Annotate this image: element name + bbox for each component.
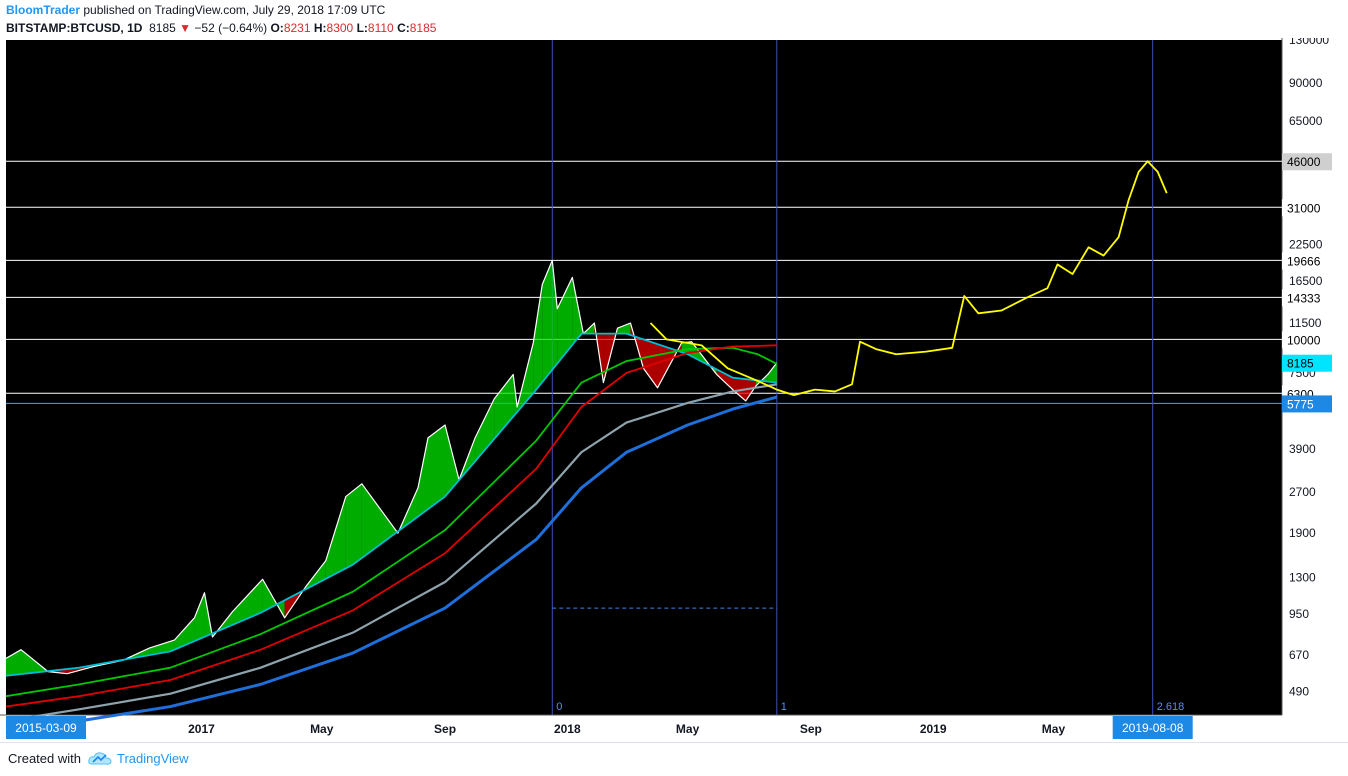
projection-line [649, 160, 1168, 397]
bear-ribbon [716, 369, 733, 390]
bull-ribbon [445, 424, 460, 497]
cyan_ma-line [5, 332, 777, 677]
date-tag-label: 2019-08-08 [1122, 721, 1184, 735]
price-tag [1282, 395, 1332, 413]
y-tick-label: 490 [1289, 684, 1309, 698]
high-value: 8300 [326, 21, 354, 35]
price-tag [1282, 331, 1332, 349]
price-tag [1282, 354, 1332, 372]
close-value: 8185 [409, 21, 437, 35]
bull-ribbon [427, 424, 446, 510]
bull-ribbon [617, 323, 631, 335]
x-tick-label: May [1042, 722, 1066, 736]
price-chart[interactable]: 0 1 2.618 130000 90000 65000 46000 31000 22500 19… [0, 38, 1348, 743]
bull-ribbon [767, 362, 777, 383]
x-tick-label: 2017 [188, 722, 215, 736]
date-tag-label: 2015-03-09 [15, 721, 77, 735]
y-tick-label: 1900 [1289, 526, 1316, 540]
bull-ribbon [542, 260, 553, 383]
y-tick-label: 16500 [1289, 274, 1323, 288]
y-tick-label: 3900 [1289, 442, 1316, 456]
bull-ribbon [557, 277, 573, 364]
y-tick-label: 130000 [1289, 38, 1329, 47]
fib-time-label: 2.618 [1157, 701, 1185, 713]
open-value: 8231 [283, 21, 311, 35]
price-tag [1282, 252, 1332, 270]
publish-info: BloomTrader published on TradingView.com… [6, 3, 385, 19]
y-tick-label: 950 [1289, 607, 1309, 621]
x-tick-label: 2018 [554, 722, 581, 736]
published-text: published on TradingView.com, July 29, 2… [80, 3, 386, 17]
bear-ribbon [745, 379, 756, 401]
bull-ribbon [345, 483, 362, 569]
down-arrow-icon: ▼ [179, 21, 192, 35]
date-tag [6, 716, 86, 739]
bull-ribbon [174, 617, 195, 650]
y-tick-label: 90000 [1289, 76, 1323, 90]
green_ma-line [5, 346, 778, 698]
bull-ribbon [325, 496, 346, 579]
y-tick-label: 65000 [1289, 114, 1323, 128]
bull-ribbon [149, 640, 175, 656]
y-tick-label: 670 [1289, 648, 1309, 662]
x-tick-label: May [310, 722, 334, 736]
gray_ma-line [5, 383, 777, 723]
bull-ribbon [475, 398, 495, 462]
price-tag [1282, 199, 1332, 217]
symbol-info-bar: BITSTAMP:BTCUSD, 1D 8185 ▼ −52 (−0.64%) … [6, 21, 436, 37]
bull-ribbon [361, 483, 398, 559]
price-tag [1282, 153, 1332, 171]
low-value: 8110 [367, 21, 394, 35]
close-label: C: [397, 21, 410, 35]
tradingview-cloud-icon [88, 752, 112, 765]
bull-ribbon [194, 592, 205, 642]
symbol-label: BITSTAMP:BTCUSD, 1D [6, 21, 143, 35]
x-tick-label: May [676, 722, 700, 736]
price-tag-label: 10000 [1287, 333, 1321, 347]
price-tag-label: 19666 [1287, 254, 1321, 268]
fib-time-label: 0 [556, 701, 562, 713]
high-label: H: [313, 21, 327, 35]
y-tick-label: 22500 [1289, 238, 1323, 252]
bull-ribbon [417, 437, 428, 517]
price-line [5, 259, 778, 675]
red_ma-line [5, 344, 777, 708]
blue_ma-line [5, 395, 778, 736]
tradingview-brand-link[interactable]: TradingView [117, 751, 189, 766]
plot-area [6, 40, 1282, 715]
price-tag-label: 8185 [1287, 357, 1314, 371]
last-price: 8185 [149, 21, 176, 35]
bull-ribbon [494, 374, 514, 439]
bull-ribbon [533, 284, 543, 394]
y-tick-label: 11500 [1289, 316, 1322, 330]
price-tag-label: 14333 [1287, 291, 1321, 305]
open-label: O: [270, 21, 284, 35]
author-link[interactable]: BloomTrader [6, 3, 81, 17]
y-tick-label: 2700 [1289, 485, 1316, 499]
bull-ribbon [232, 579, 263, 625]
x-tick-label: 2019 [920, 722, 947, 736]
price-change: −52 (−0.64%) [194, 21, 268, 35]
x-tick-label: Sep [800, 722, 822, 736]
price-tag-label: 31000 [1287, 201, 1321, 215]
low-label: L: [356, 21, 368, 35]
price-tag [1282, 289, 1332, 307]
bear-ribbon [643, 339, 658, 388]
price-tag-label: 5775 [1287, 397, 1314, 411]
footer: Created with TradingView [0, 742, 1348, 776]
created-with-label: Created with [8, 751, 81, 766]
fib-time-label: 1 [781, 701, 787, 713]
x-tick-label: Sep [434, 722, 456, 736]
bull-ribbon [552, 260, 558, 370]
date-tag [1112, 716, 1193, 739]
y-tick-label: 1300 [1289, 570, 1316, 584]
price-tag-label: 46000 [1287, 155, 1321, 169]
